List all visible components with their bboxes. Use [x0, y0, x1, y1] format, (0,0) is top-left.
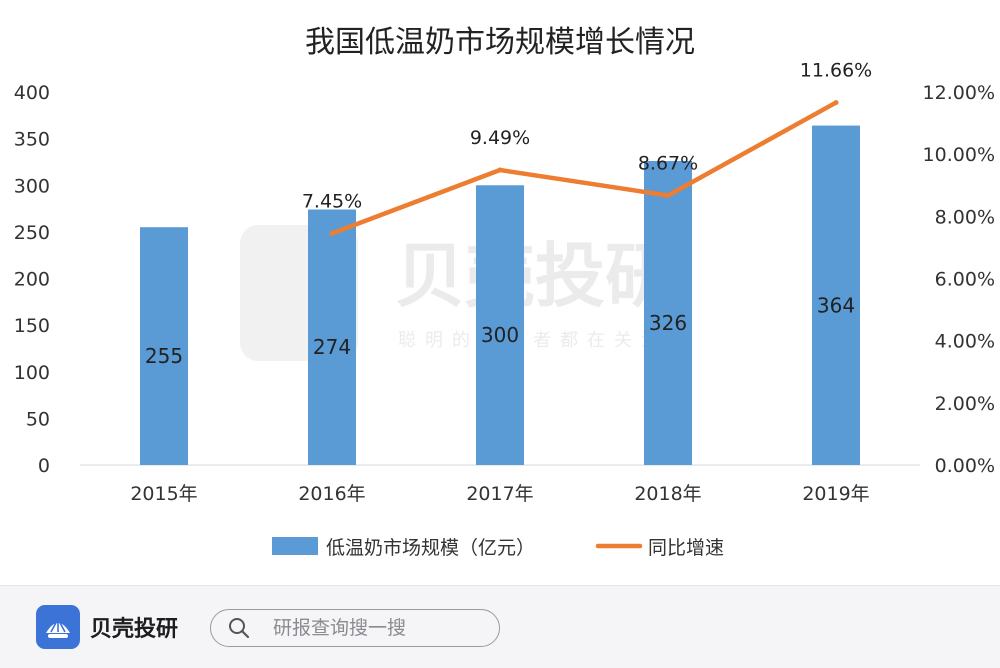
y-left-tick-label: 150: [14, 315, 50, 337]
y-right-tick-label: 0.00%: [935, 455, 995, 477]
line-value-label: 9.49%: [470, 127, 530, 149]
y-left-tick-label: 350: [14, 129, 50, 151]
chart: 贝壳投研 聪明的投资者都在关注 我国低温奶市场规模增长情况 0 50 100 150 2…: [14, 25, 995, 559]
search-icon[interactable]: [227, 616, 251, 640]
y-right-tick-label: 4.00%: [935, 331, 995, 353]
bar-5: [812, 125, 860, 465]
watermark: 贝壳投研 聪明的投资者都在关注: [240, 225, 675, 361]
bar-1: [140, 227, 188, 465]
x-tick-label: 2015年: [130, 483, 197, 505]
y-left-tick-label: 200: [14, 269, 50, 291]
bar-value-label: 300: [481, 323, 519, 347]
x-tick-label: 2016年: [298, 483, 365, 505]
footer-bar: 贝壳投研: [0, 585, 1000, 668]
bar-value-label: 364: [817, 293, 855, 317]
growth-rate-point: [833, 100, 839, 106]
search-input[interactable]: [273, 617, 493, 639]
y-left-tick-label: 400: [14, 82, 50, 104]
y-right-tick-label: 8.00%: [935, 206, 995, 228]
brand-name: 贝壳投研: [90, 617, 179, 642]
bar-value-label: 326: [649, 311, 687, 335]
watermark-name: 贝壳投研: [395, 235, 675, 317]
y-right-tick-label: 10.00%: [923, 144, 995, 166]
search-box[interactable]: [210, 609, 500, 647]
x-tick-label: 2019年: [802, 483, 869, 505]
legend-bar-swatch: [272, 537, 318, 555]
y-left-tick-label: 50: [26, 408, 50, 430]
y-left-tick-label: 300: [14, 175, 50, 197]
bar-3: [476, 185, 524, 465]
chart-title: 我国低温奶市场规模增长情况: [305, 25, 695, 60]
legend-bar-label: 低温奶市场规模（亿元）: [326, 537, 535, 559]
legend: 低温奶市场规模（亿元） 同比增速: [272, 537, 724, 559]
bar-2: [308, 209, 356, 465]
y-left-tick-label: 100: [14, 362, 50, 384]
x-tick-label: 2018年: [634, 483, 701, 505]
y-left-tick-label: 250: [14, 222, 50, 244]
shell-logo-icon: [36, 605, 80, 649]
y-right-tick-label: 6.00%: [935, 269, 995, 291]
growth-rate-point: [329, 230, 335, 236]
line-value-label: 7.45%: [302, 190, 362, 212]
growth-rate-line: [329, 100, 839, 236]
y-left-tick-label: 0: [38, 455, 50, 477]
bar-value-label: 255: [145, 344, 183, 368]
brand[interactable]: 贝壳投研: [36, 605, 178, 649]
line-value-label: 11.66%: [800, 60, 872, 82]
y-right-tick-label: 2.00%: [935, 393, 995, 415]
legend-line-label: 同比增速: [648, 537, 724, 559]
growth-rate-point: [665, 193, 671, 199]
watermark-slogan: 聪明的投资者都在关注: [398, 330, 668, 351]
growth-rate-point: [497, 167, 503, 173]
x-tick-label: 2017年: [466, 483, 533, 505]
line-value-label: 8.67%: [638, 153, 698, 175]
y-right-tick-label: 12.00%: [923, 82, 995, 104]
bar-value-label: 274: [313, 335, 351, 359]
bar-4: [644, 161, 692, 465]
